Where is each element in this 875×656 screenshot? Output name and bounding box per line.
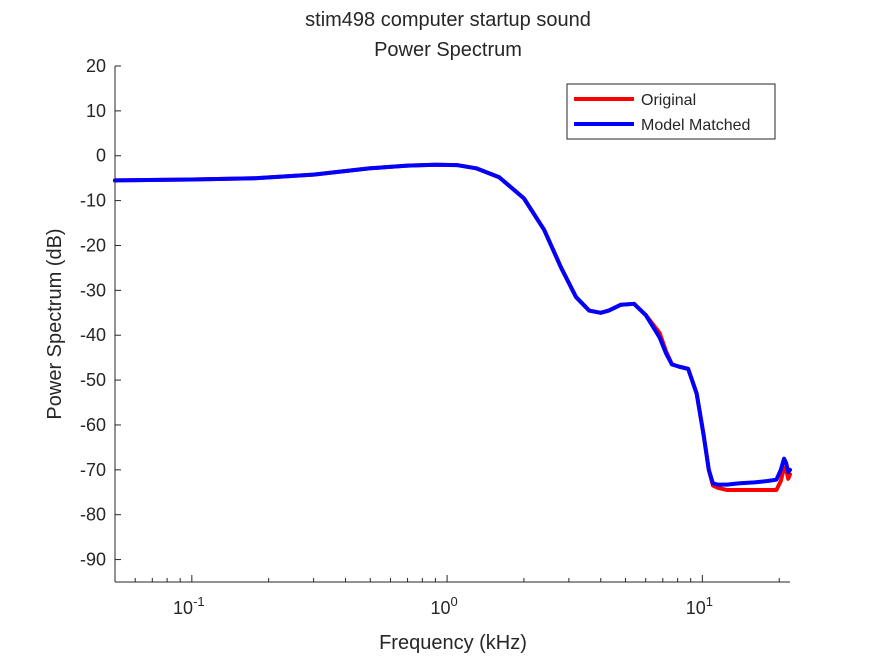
y-tick-label: -50: [80, 370, 106, 390]
series-layer: [113, 162, 792, 493]
y-tick-label: -90: [80, 550, 106, 570]
y-tick-label: -70: [80, 460, 106, 480]
y-tick-label: -40: [80, 325, 106, 345]
y-tick-label: -10: [80, 191, 106, 211]
chart-subtitle: Power Spectrum: [374, 39, 522, 61]
x-tick-label: 100: [430, 594, 457, 618]
x-axis-label: Frequency (kHz): [379, 632, 527, 654]
legend-label-original: Original: [641, 92, 696, 109]
y-tick-label: 0: [96, 146, 106, 166]
x-tick-label: 101: [686, 594, 713, 618]
y-tick-label: -20: [80, 235, 106, 255]
x-tick-label: 10-1: [173, 594, 205, 618]
y-tick-label: -80: [80, 505, 106, 525]
legend: Original Model Matched: [566, 83, 776, 140]
y-tick-label: -30: [80, 280, 106, 300]
legend-box: [566, 83, 776, 140]
series-line-model-matched: [113, 162, 792, 487]
y-tick-label: -60: [80, 415, 106, 435]
y-tick-label: 20: [86, 56, 106, 76]
plot-area: [115, 66, 790, 582]
chart-title: stim498 computer startup sound: [305, 9, 591, 31]
y-axis-label: Power Spectrum (dB): [44, 228, 66, 419]
legend-label-model-matched: Model Matched: [641, 117, 750, 134]
y-tick-label: 10: [86, 101, 106, 121]
